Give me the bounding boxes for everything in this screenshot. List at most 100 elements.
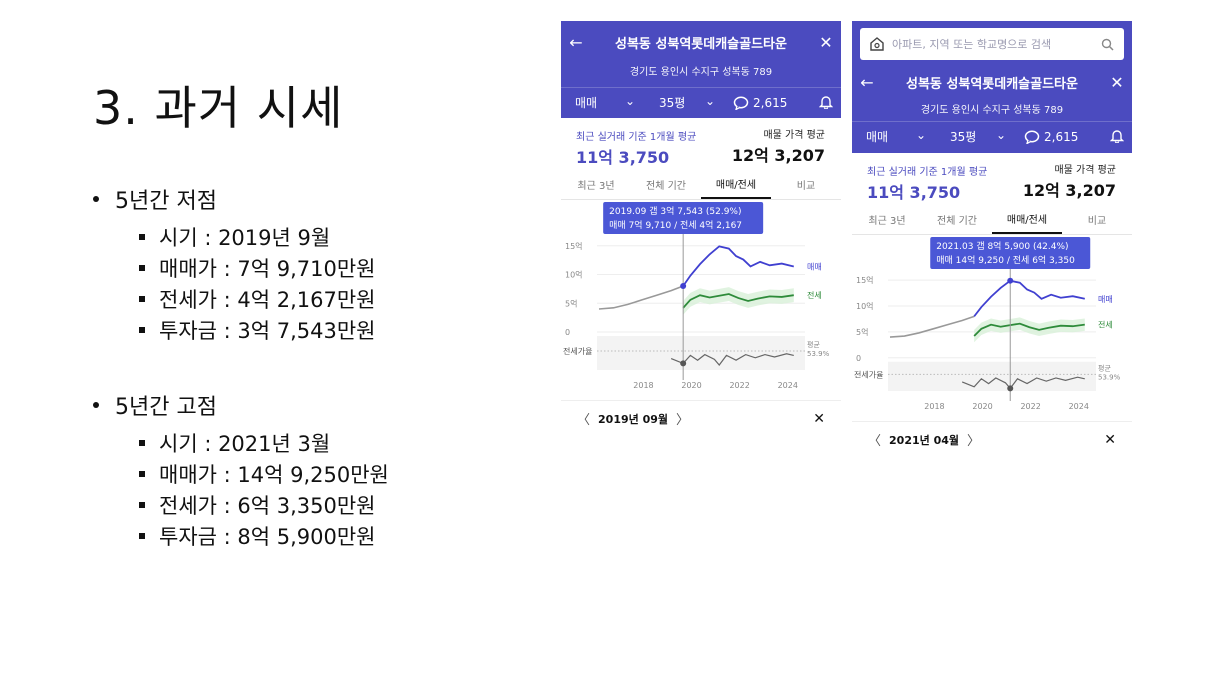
item-text: 시기 : 2021년 3월 xyxy=(159,431,331,456)
apartment-name: 성복동 성북역롯데캐슬골드타운 xyxy=(615,36,787,52)
low-section: 5년간 저점 시기 : 2019년 9월 매매가 : 7억 9,710만원 전세… xyxy=(93,183,376,345)
size-value: 35평 xyxy=(950,130,977,144)
chevron-right-icon[interactable]: 〉 xyxy=(676,413,690,428)
screenshot-panel-2: 아파트, 지역 또는 학교명으로 검색 ← 성복동 성북역롯데캐슬골드타운 ✕ … xyxy=(852,21,1132,458)
comments-button[interactable]: 2,615 xyxy=(1018,130,1102,144)
comment-count: 2,615 xyxy=(753,95,788,110)
tab-all[interactable]: 전체 기간 xyxy=(937,216,977,227)
avg-label: 평균 xyxy=(807,340,820,349)
tab-all[interactable]: 전체 기간 xyxy=(646,181,686,192)
selected-date: 2019년 09월 xyxy=(598,412,669,426)
ratio-band xyxy=(597,336,805,370)
y-tick-label: 0 xyxy=(856,354,861,363)
series-jeonse xyxy=(682,293,794,309)
y-tick-label: 5억 xyxy=(565,298,577,308)
close-icon[interactable]: ✕ xyxy=(819,32,833,52)
date-bar: 〈 2021년 04월 〉 ✕ xyxy=(852,421,1132,457)
bullet-icon xyxy=(93,402,99,408)
tab-trade-jeonse[interactable]: 매매/전세 xyxy=(701,170,771,199)
cursor-point-ratio xyxy=(680,360,687,367)
ratio-label: 전세가율 xyxy=(563,346,592,356)
ratio-label: 전세가율 xyxy=(854,369,883,379)
slide-title: 3. 과거 시세 xyxy=(93,81,344,135)
x-tick-label: 2018 xyxy=(633,381,653,390)
list-item: 시기 : 2021년 3월 xyxy=(139,427,389,458)
x-tick-label: 2024 xyxy=(1069,402,1089,411)
home-icon xyxy=(870,37,884,51)
low-list: 시기 : 2019년 9월 매매가 : 7억 9,710만원 전세가 : 4억 … xyxy=(139,221,376,345)
list-item: 시기 : 2019년 9월 xyxy=(139,221,376,252)
square-bullet-icon xyxy=(139,264,145,271)
tooltip-line-1: 2021.03 갭 8억 5,900 (42.4%) xyxy=(936,240,1068,252)
title-row: ← 성복동 성북역롯데캐슬골드타운 ✕ xyxy=(561,27,841,57)
high-section: 5년간 고점 시기 : 2021년 3월 매매가 : 14억 9,250만원 전… xyxy=(93,389,389,551)
app-header: 아파트, 지역 또는 학교명으로 검색 ← 성복동 성북역롯데캐슬골드타운 ✕ … xyxy=(852,21,1132,153)
list-item: 매매가 : 14억 9,250만원 xyxy=(139,458,389,489)
period-tabs: 최근 3년 전체 기간 매매/전세 비교 xyxy=(561,170,841,200)
close-icon[interactable]: ✕ xyxy=(1110,72,1124,92)
item-text: 투자금 : 8억 5,900만원 xyxy=(159,524,376,549)
tab-recent-3y[interactable]: 최근 3년 xyxy=(868,216,906,227)
chevron-left-icon[interactable]: 〈 xyxy=(577,413,591,428)
tab-recent-3y[interactable]: 최근 3년 xyxy=(577,181,615,192)
jeonse-range xyxy=(683,287,794,315)
trade-type-value: 매매 xyxy=(866,130,889,144)
square-bullet-icon xyxy=(139,532,145,539)
close-icon[interactable]: ✕ xyxy=(813,410,825,427)
chevron-left-icon[interactable]: 〈 xyxy=(868,434,882,449)
listing-label: 매물 가격 평균 xyxy=(763,130,825,141)
bell-icon[interactable] xyxy=(811,94,841,112)
comments-button[interactable]: 2,615 xyxy=(727,96,811,110)
tab-trade-jeonse[interactable]: 매매/전세 xyxy=(992,205,1062,234)
cursor-point-sale xyxy=(680,283,687,289)
chevron-down-icon: ⌄ xyxy=(915,128,926,142)
series-ratio xyxy=(961,376,1085,390)
x-tick-label: 2022 xyxy=(729,381,749,390)
series-label-jeonse: 전세 xyxy=(1098,320,1113,330)
square-bullet-icon xyxy=(139,470,145,477)
chevron-right-icon[interactable]: 〉 xyxy=(967,434,981,449)
item-text: 매매가 : 7억 9,710만원 xyxy=(159,256,376,281)
listing-label: 매물 가격 평균 xyxy=(1054,165,1116,176)
chevron-down-icon: ⌄ xyxy=(624,94,635,108)
x-tick-label: 2020 xyxy=(972,402,992,411)
chevron-down-icon: ⌄ xyxy=(995,128,1006,142)
listing-value: 12억 3,207 xyxy=(731,146,825,165)
back-arrow-icon[interactable]: ← xyxy=(569,32,583,52)
tab-compare[interactable]: 비교 xyxy=(1087,216,1107,227)
size-select[interactable]: 35평 ⌄ xyxy=(645,94,727,111)
high-heading-text: 5년간 고점 xyxy=(115,395,217,420)
tooltip-line-1: 2019.09 갭 3억 7,543 (52.9%) xyxy=(609,205,741,217)
item-text: 전세가 : 6억 3,350만원 xyxy=(159,493,376,518)
bullet-icon xyxy=(93,196,99,202)
series-sale xyxy=(973,279,1085,317)
item-text: 시기 : 2019년 9월 xyxy=(159,225,331,250)
apartment-name: 성복동 성북역롯데캐슬골드타운 xyxy=(906,76,1078,92)
search-bar[interactable]: 아파트, 지역 또는 학교명으로 검색 xyxy=(860,28,1124,60)
trade-type-select[interactable]: 매매 ⌄ xyxy=(561,94,645,111)
avg-value: 53.9% xyxy=(1098,373,1121,381)
recent-value: 11억 3,750 xyxy=(867,183,961,202)
search-input[interactable]: 아파트, 지역 또는 학교명으로 검색 xyxy=(892,38,1052,51)
close-icon[interactable]: ✕ xyxy=(1104,431,1116,448)
trade-type-select[interactable]: 매매 ⌄ xyxy=(852,128,936,145)
bell-icon[interactable] xyxy=(1102,128,1132,146)
series-ratio xyxy=(670,353,794,366)
back-arrow-icon[interactable]: ← xyxy=(860,72,874,92)
screenshot-panel-1: ← 성복동 성북역롯데캐슬골드타운 ✕ 경기도 용인시 수지구 성복동 789 … xyxy=(561,21,841,453)
recent-label: 최근 실거래 기준 1개월 평균 xyxy=(867,167,988,178)
tab-compare[interactable]: 비교 xyxy=(796,181,816,192)
price-summary: 최근 실거래 기준 1개월 평균 11억 3,750 매물 가격 평균 12억 … xyxy=(852,153,1132,205)
list-item: 투자금 : 3억 7,543만원 xyxy=(139,314,376,345)
avg-label: 평균 xyxy=(1098,363,1111,372)
list-item: 매매가 : 7억 9,710만원 xyxy=(139,252,376,283)
comment-count: 2,615 xyxy=(1044,129,1079,144)
search-icon[interactable] xyxy=(1101,38,1114,51)
size-select[interactable]: 35평 ⌄ xyxy=(936,128,1018,145)
x-tick-label: 2024 xyxy=(778,381,798,390)
series-label-sale: 매매 xyxy=(807,262,822,271)
low-heading-text: 5년간 저점 xyxy=(115,189,217,214)
comment-icon xyxy=(1024,130,1040,144)
